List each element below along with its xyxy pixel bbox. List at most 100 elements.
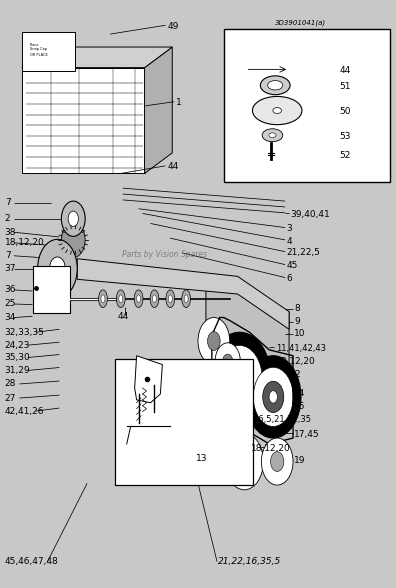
Text: 45,46,47,48: 45,46,47,48 xyxy=(5,557,59,566)
Circle shape xyxy=(198,318,230,365)
Circle shape xyxy=(228,362,251,397)
Text: 13: 13 xyxy=(196,454,208,463)
Text: 45: 45 xyxy=(286,261,298,270)
Bar xyxy=(224,29,390,182)
Text: 27: 27 xyxy=(5,393,16,403)
Circle shape xyxy=(208,332,220,350)
Ellipse shape xyxy=(273,108,282,113)
Circle shape xyxy=(225,433,263,490)
Text: 50: 50 xyxy=(340,107,351,116)
Text: 8: 8 xyxy=(294,304,300,313)
Ellipse shape xyxy=(99,290,107,308)
Polygon shape xyxy=(77,259,289,329)
Text: 15: 15 xyxy=(294,402,306,412)
Text: 14: 14 xyxy=(294,389,306,398)
Text: 36: 36 xyxy=(5,285,16,295)
Ellipse shape xyxy=(134,290,143,308)
Circle shape xyxy=(263,381,284,413)
Circle shape xyxy=(253,368,293,426)
Text: 28: 28 xyxy=(5,379,16,389)
Text: 25: 25 xyxy=(5,299,16,309)
Circle shape xyxy=(236,450,252,473)
Text: 44: 44 xyxy=(118,312,129,321)
Text: 4: 4 xyxy=(286,236,292,246)
Text: 3: 3 xyxy=(286,224,292,233)
Text: 3D3901041(a): 3D3901041(a) xyxy=(275,19,326,26)
Polygon shape xyxy=(22,68,145,173)
Text: 7: 7 xyxy=(5,251,11,260)
Text: 35,30: 35,30 xyxy=(5,353,30,362)
Circle shape xyxy=(206,446,218,465)
Text: 38: 38 xyxy=(5,228,16,237)
Ellipse shape xyxy=(137,295,141,303)
Text: 37: 37 xyxy=(5,264,16,273)
Text: Parts by Vision Spares: Parts by Vision Spares xyxy=(122,249,207,259)
Circle shape xyxy=(269,391,277,403)
Ellipse shape xyxy=(101,295,105,303)
Ellipse shape xyxy=(166,290,175,308)
Circle shape xyxy=(246,356,301,438)
Circle shape xyxy=(38,239,77,298)
Circle shape xyxy=(61,222,85,258)
Text: 1: 1 xyxy=(176,98,182,108)
Ellipse shape xyxy=(116,290,125,308)
Text: 31,29: 31,29 xyxy=(5,366,30,375)
Text: 2: 2 xyxy=(294,370,300,379)
Text: 16,5,21,22,35: 16,5,21,22,35 xyxy=(253,415,310,425)
Ellipse shape xyxy=(119,295,123,303)
Circle shape xyxy=(61,201,85,236)
Ellipse shape xyxy=(269,133,276,138)
Text: 9: 9 xyxy=(294,317,300,326)
Text: 52: 52 xyxy=(340,151,351,161)
Text: 2: 2 xyxy=(5,214,10,223)
Circle shape xyxy=(217,345,263,413)
Text: 17,45: 17,45 xyxy=(294,430,320,439)
Bar xyxy=(115,359,253,485)
Text: 39,40,41: 39,40,41 xyxy=(290,209,330,219)
FancyBboxPatch shape xyxy=(22,32,75,71)
Circle shape xyxy=(223,354,233,369)
Circle shape xyxy=(50,257,65,280)
Circle shape xyxy=(261,438,293,485)
Text: 7: 7 xyxy=(5,198,11,208)
Circle shape xyxy=(215,343,240,380)
Ellipse shape xyxy=(253,96,302,125)
Text: 19: 19 xyxy=(294,456,306,466)
Text: 24,23: 24,23 xyxy=(5,340,30,350)
Text: 44: 44 xyxy=(340,66,351,75)
Ellipse shape xyxy=(260,76,290,95)
Text: 21,22,16,35,5: 21,22,16,35,5 xyxy=(218,557,281,566)
Text: OR PLACE: OR PLACE xyxy=(30,53,48,56)
Polygon shape xyxy=(135,356,162,403)
Circle shape xyxy=(68,211,78,226)
Text: 53: 53 xyxy=(340,132,351,141)
Text: 18,12,20: 18,12,20 xyxy=(5,238,44,248)
Ellipse shape xyxy=(268,81,283,90)
Text: 18,12,20: 18,12,20 xyxy=(276,356,315,366)
Circle shape xyxy=(270,452,284,472)
Polygon shape xyxy=(22,47,172,68)
Ellipse shape xyxy=(262,129,283,142)
Text: Place
Snap Cap: Place Snap Cap xyxy=(30,43,47,51)
Ellipse shape xyxy=(152,295,156,303)
Text: 44: 44 xyxy=(167,162,178,172)
Ellipse shape xyxy=(150,290,159,308)
Circle shape xyxy=(208,332,271,426)
Text: 10: 10 xyxy=(294,329,306,339)
Polygon shape xyxy=(206,276,289,394)
Text: 49: 49 xyxy=(167,22,179,31)
Circle shape xyxy=(197,433,227,478)
Circle shape xyxy=(235,372,244,386)
Ellipse shape xyxy=(182,290,190,308)
Ellipse shape xyxy=(168,295,172,303)
Text: 21,22,5: 21,22,5 xyxy=(286,248,320,258)
Text: 32,33,35: 32,33,35 xyxy=(5,328,45,337)
Text: 51: 51 xyxy=(340,82,351,91)
Text: 42,41,26: 42,41,26 xyxy=(5,406,44,416)
Text: 6: 6 xyxy=(286,274,292,283)
Bar xyxy=(33,266,70,313)
Text: 34: 34 xyxy=(5,313,16,322)
Text: 18,12,20: 18,12,20 xyxy=(251,443,290,453)
Text: 11,41,42,43: 11,41,42,43 xyxy=(276,343,326,353)
Polygon shape xyxy=(145,47,172,173)
